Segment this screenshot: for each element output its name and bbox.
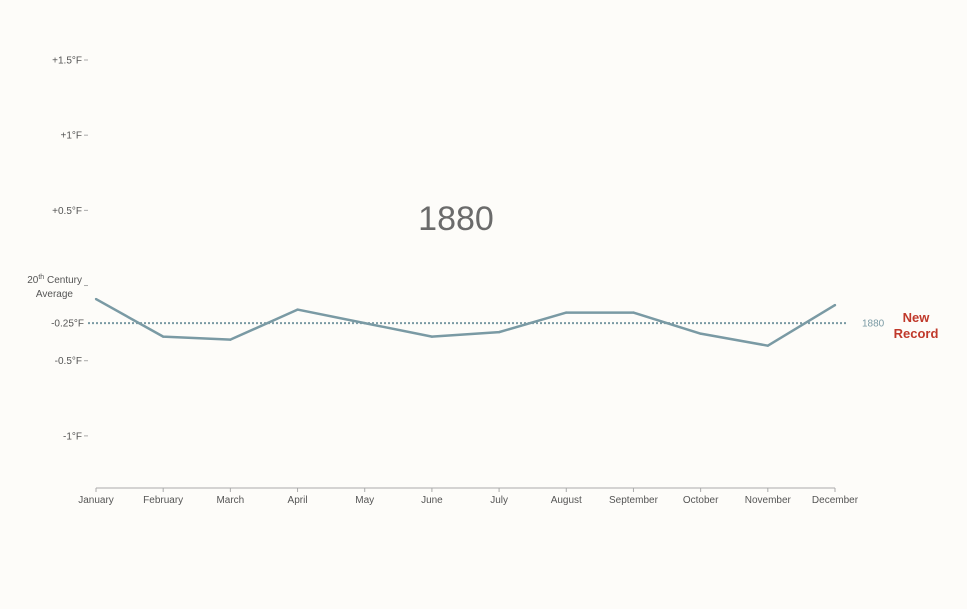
x-tick-label: December — [812, 495, 859, 506]
x-tick-label: October — [683, 495, 719, 506]
data-point-may — [363, 321, 366, 325]
series-label-1880: 1880 — [862, 319, 885, 330]
y-tick-label: +1.5°F — [52, 56, 82, 67]
century-average-line1: 20th Century — [27, 274, 82, 286]
series-points — [94, 297, 837, 347]
series-line-1880 — [95, 297, 836, 347]
x-tick-label: July — [490, 495, 508, 506]
data-point-november — [766, 344, 770, 347]
x-tick-label: April — [288, 495, 308, 506]
data-point-june — [430, 335, 434, 338]
y-tick-label: +0.5°F — [52, 206, 82, 217]
new-record-annotation: New Record — [894, 310, 939, 341]
x-tick-label: May — [355, 495, 374, 506]
data-point-march — [229, 338, 232, 341]
data-point-july — [497, 330, 501, 334]
new-record-line1: New — [903, 310, 931, 325]
century-average-word: Century — [44, 275, 82, 286]
data-point-october — [699, 332, 702, 335]
reference-value-label: -0.25°F — [51, 319, 84, 330]
data-point-december — [833, 303, 837, 307]
y-axis: +1.5°F +1°F +0.5°F -0.5°F -1°F — [52, 56, 88, 442]
data-point-february — [161, 335, 165, 338]
x-tick-label: March — [216, 495, 244, 506]
x-tick-label: November — [745, 495, 792, 506]
y-tick-label: -1°F — [63, 431, 82, 442]
century-average-line2: Average — [36, 289, 74, 300]
y-tick-label: -0.5°F — [55, 356, 82, 367]
data-point-september — [632, 311, 635, 314]
x-tick-label: January — [78, 495, 114, 506]
y-tick-label: +1°F — [60, 131, 82, 142]
century-average-superscript: th — [38, 274, 44, 281]
x-tick-label: September — [609, 495, 659, 506]
x-axis: January February March April May June July Augu… — [78, 487, 859, 506]
century-average-label: 20th Century Average — [27, 274, 82, 300]
x-tick-label: February — [143, 495, 183, 506]
data-point-august — [565, 311, 568, 314]
new-record-line2: Record — [894, 326, 939, 341]
data-point-january — [94, 297, 98, 301]
data-point-april — [296, 308, 299, 311]
chart-title: 1880 — [418, 200, 494, 238]
x-tick-label: August — [551, 495, 582, 506]
x-tick-label: June — [421, 495, 443, 506]
century-average-number: 20 — [27, 275, 39, 286]
